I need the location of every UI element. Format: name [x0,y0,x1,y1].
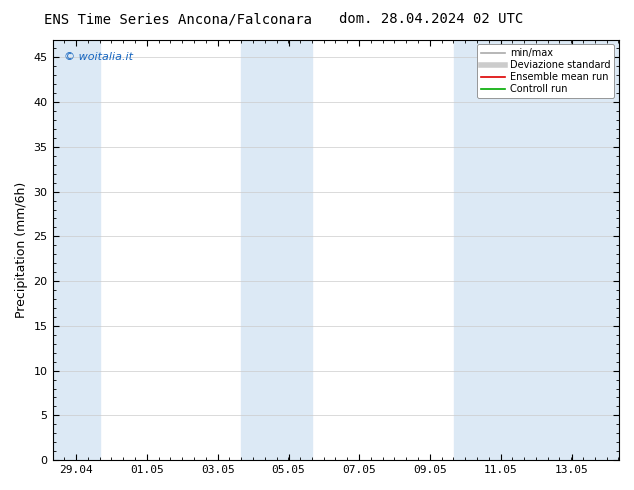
Bar [454,40,619,460]
Bar [242,40,312,460]
Y-axis label: Precipitation (mm/6h): Precipitation (mm/6h) [15,182,28,318]
Text: dom. 28.04.2024 02 UTC: dom. 28.04.2024 02 UTC [339,12,523,26]
Text: © woitalia.it: © woitalia.it [64,52,133,62]
Text: ENS Time Series Ancona/Falconara: ENS Time Series Ancona/Falconara [44,12,311,26]
Bar [53,40,100,460]
Legend: min/max, Deviazione standard, Ensemble mean run, Controll run: min/max, Deviazione standard, Ensemble m… [477,45,614,98]
